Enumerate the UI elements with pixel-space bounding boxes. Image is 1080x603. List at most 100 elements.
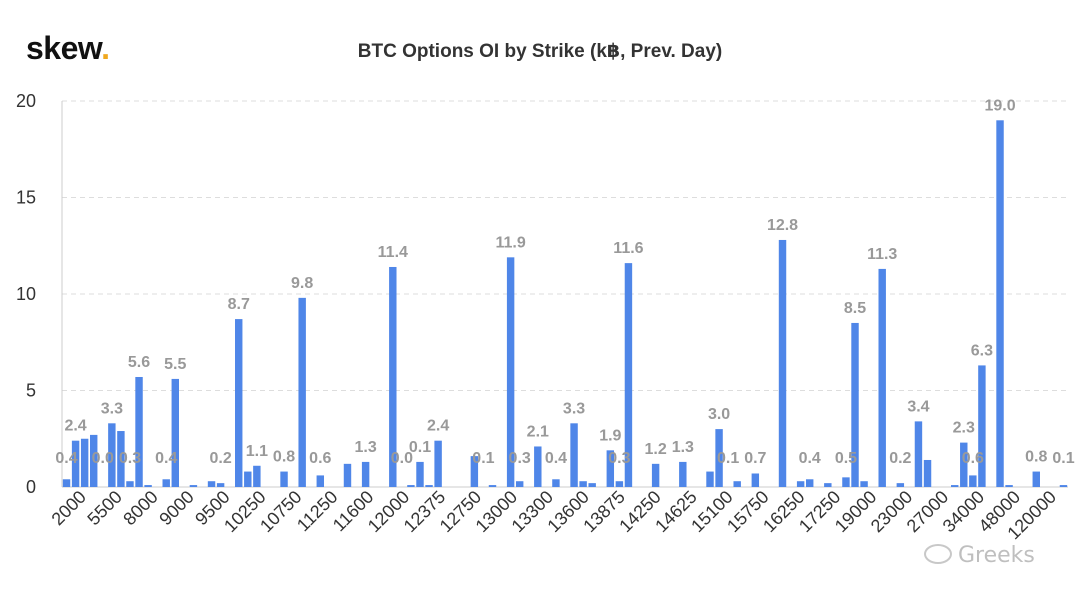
bar [280, 471, 288, 487]
y-tick-labels: 0 5 10 15 20 [16, 91, 36, 497]
data-label: 0.8 [1025, 449, 1047, 466]
data-label: 2.1 [527, 423, 549, 440]
bars [62, 120, 1068, 488]
logo-dot: . [101, 30, 110, 66]
data-label: 3.3 [101, 400, 123, 417]
bar [851, 322, 859, 487]
bar [534, 446, 542, 487]
watermark: Greeks [924, 543, 1035, 568]
data-label: 19.0 [984, 97, 1015, 114]
data-label: 1.3 [672, 439, 694, 456]
bar [969, 475, 977, 487]
bar [624, 263, 633, 487]
bar [896, 483, 905, 487]
bar [144, 485, 152, 487]
bar [425, 485, 433, 487]
bar [588, 483, 596, 487]
data-label: 0.3 [509, 450, 531, 467]
data-label: 3.3 [563, 400, 585, 417]
bar [135, 376, 143, 487]
data-label: 3.4 [907, 398, 929, 415]
bar [416, 461, 424, 487]
data-label: 0.1 [472, 450, 494, 467]
bar [923, 459, 932, 487]
data-label: 0.4 [155, 450, 177, 467]
x-tick-label: 9000 [155, 487, 197, 529]
data-label: 8.7 [228, 296, 250, 313]
bar [796, 481, 805, 487]
y-tick-label: 10 [16, 284, 36, 304]
data-label: 0.1 [717, 450, 739, 467]
bar [216, 483, 225, 487]
bar [407, 485, 415, 487]
x-tick-labels: 2000550080009000950010250107501125011600… [48, 487, 1061, 544]
y-tick-label: 15 [16, 188, 36, 208]
bar [126, 481, 134, 487]
bar [235, 319, 243, 487]
bar [679, 461, 687, 487]
data-label: 0.1 [1052, 450, 1074, 467]
data-label: 0.8 [273, 449, 295, 466]
bar [244, 471, 252, 487]
data-label: 0.4 [55, 450, 77, 467]
data-label: 0.3 [119, 450, 141, 467]
bar [914, 421, 923, 487]
bar [778, 239, 787, 487]
data-label: 11.3 [867, 246, 897, 263]
data-label: 9.8 [291, 275, 313, 292]
data-label: 11.9 [495, 234, 525, 251]
bar [751, 473, 760, 487]
bar [316, 475, 325, 487]
bar [996, 120, 1004, 488]
x-tick-label: 5500 [83, 487, 125, 529]
data-label: 0.6 [309, 450, 331, 467]
data-label: 12.8 [767, 217, 798, 234]
bar [1032, 471, 1040, 487]
bar [878, 268, 886, 487]
bar [706, 471, 714, 487]
bar [570, 423, 578, 487]
bar [733, 481, 741, 487]
bar [978, 365, 986, 487]
bar [860, 481, 868, 487]
data-label: 0.2 [889, 450, 911, 467]
bar [298, 297, 306, 487]
bar [606, 450, 615, 487]
bar [117, 431, 125, 487]
bar [579, 481, 587, 487]
data-label: 0.5 [835, 450, 857, 467]
bar [434, 440, 442, 487]
bar [189, 485, 198, 487]
bar [90, 434, 98, 487]
data-label: 8.5 [844, 300, 866, 317]
bar [62, 479, 71, 487]
data-label: 11.6 [613, 240, 643, 257]
bar [515, 481, 524, 487]
data-label: 1.2 [645, 441, 667, 458]
data-label: 6.3 [971, 342, 993, 359]
bar [361, 461, 370, 487]
data-label: 2.3 [953, 420, 975, 437]
x-tick-label: 11250 [293, 487, 342, 536]
gridlines [62, 100, 1068, 391]
logo-text: skew [26, 30, 102, 66]
data-label: 0.6 [962, 450, 984, 467]
x-tick-label: 8000 [119, 487, 161, 529]
bar [80, 438, 89, 487]
data-label: 2.4 [427, 418, 449, 435]
y-tick-label: 20 [16, 91, 36, 111]
bar [1059, 485, 1068, 487]
bar [488, 485, 497, 487]
skew-logo: skew. [26, 30, 110, 67]
data-label: 0.2 [209, 450, 231, 467]
bar [552, 479, 560, 487]
data-label: 1.1 [246, 443, 268, 460]
bar [651, 463, 660, 487]
watermark-text: Greeks [958, 543, 1035, 568]
y-tick-label: 0 [26, 477, 36, 497]
data-label: 0.4 [545, 450, 567, 467]
bar [207, 481, 216, 487]
data-label: 0.3 [608, 450, 630, 467]
bar [805, 479, 814, 487]
